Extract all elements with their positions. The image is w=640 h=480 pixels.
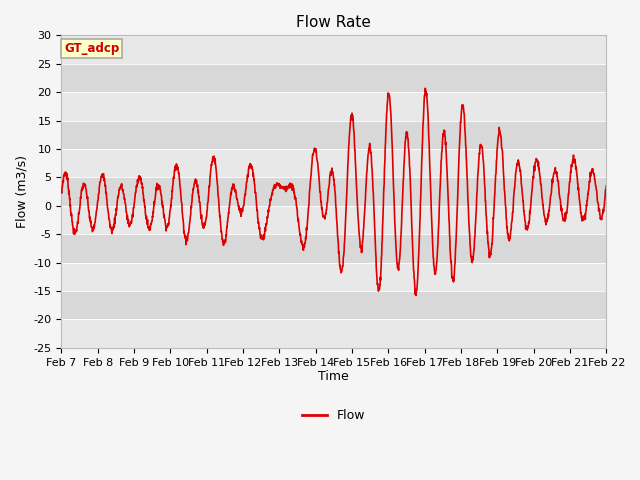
Bar — [61, 36, 606, 64]
Bar — [61, 263, 606, 291]
Bar — [61, 120, 606, 149]
Legend: Flow: Flow — [297, 404, 371, 427]
Bar — [61, 291, 606, 319]
Bar — [61, 319, 606, 348]
Y-axis label: Flow (m3/s): Flow (m3/s) — [15, 155, 28, 228]
Title: Flow Rate: Flow Rate — [296, 15, 371, 30]
X-axis label: Time: Time — [319, 370, 349, 384]
Bar — [61, 92, 606, 120]
Bar — [61, 64, 606, 92]
Bar — [61, 178, 606, 206]
Bar — [61, 234, 606, 263]
Bar — [61, 149, 606, 178]
Text: GT_adcp: GT_adcp — [64, 42, 120, 55]
Bar — [61, 206, 606, 234]
